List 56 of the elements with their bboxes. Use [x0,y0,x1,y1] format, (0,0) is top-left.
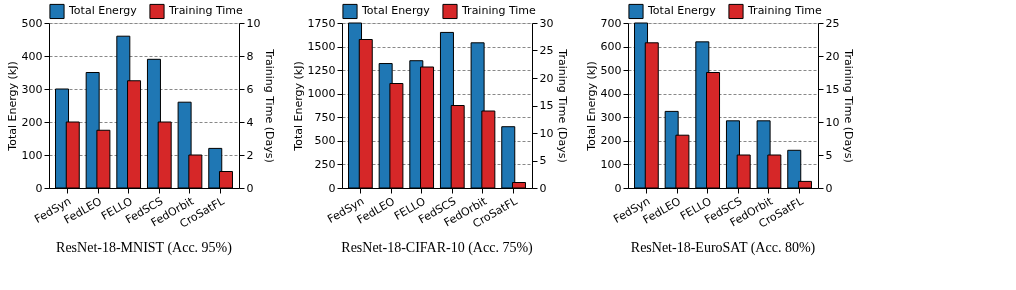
y-tick-label: 500 [600,63,622,77]
text: ResNet-18-CIFAR-10 (Acc. 75%) [341,240,534,257]
legend-label: Total Energy [68,4,138,18]
y-tick-label: 300 [600,110,622,124]
y-axis-title: Total Energy (kJ) [5,61,19,152]
y-axis-title: Total Energy (kJ) [584,61,598,152]
y2-axis-title: Training Time (Days) [842,48,856,163]
y2-tick-label: 25 [825,16,840,30]
y2-axis-title: Training Time (Days) [263,48,277,163]
series-label: Total Energy [647,4,717,18]
legend-label: Training Time [461,4,537,18]
text: ResNet-18-MNIST (Acc. 95%) [56,240,233,257]
y-tick-label: 0 [35,181,43,195]
y-tick-label: 0 [614,181,622,195]
y-tick-label: 100 [21,148,43,162]
y-tick-label: 500 [314,134,336,148]
y-tick-label: 700 [600,16,622,30]
y2-tick-label: 5 [825,148,833,162]
y-tick-label: 600 [600,40,622,54]
y2-tick-label: 10 [539,126,554,140]
y2-tick-label: 10 [825,115,840,129]
y2-tick-label: 15 [539,99,554,112]
y2-tick-label: 10 [246,16,261,30]
y2-tick-label: 30 [539,16,554,30]
y2-tick-label: 0 [246,181,254,195]
y-tick-label: 100 [600,157,622,171]
y2-tick-label: 15 [825,82,840,96]
y2-tick-label: 6 [246,82,254,96]
text: ResNet-18-EuroSAT (Acc. 80%) [630,240,816,257]
y-tick-label: 1750 [307,16,336,30]
y-tick-label: 0 [328,181,336,195]
y-tick-label: 400 [600,87,622,101]
y2-tick-label: 25 [539,44,554,57]
y-tick-label: 500 [21,16,43,30]
y-tick-label: 300 [21,82,43,96]
y-tick-label: 1000 [307,87,336,101]
y2-axis-title: Training Time (Days) [556,48,570,163]
y2-tick-label: 8 [246,49,254,63]
y-tick-label: 1500 [307,40,336,54]
y2-tick-label: 20 [825,49,840,63]
y-tick-label: 1250 [307,63,336,77]
y-tick-label: 200 [21,115,43,129]
y2-tick-label: 0 [539,181,547,195]
y2-tick-label: 2 [246,148,254,162]
legend-label: Training Time [747,4,823,18]
y2-tick-label: 20 [539,71,554,85]
y2-tick-label: 4 [246,115,254,129]
y-tick-label: 250 [314,157,336,171]
y-tick-label: 400 [21,49,43,63]
y-tick-label: 200 [600,134,622,148]
y-axis-title: Total Energy (kJ) [291,61,305,152]
y-tick-label: 750 [314,110,336,124]
legend-label: Training Time [168,4,244,18]
y2-tick-label: 5 [539,154,547,167]
series-label: Total Energy [361,4,431,18]
y2-tick-label: 0 [825,181,833,195]
